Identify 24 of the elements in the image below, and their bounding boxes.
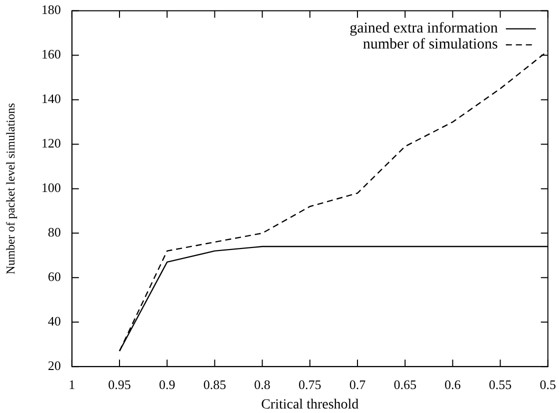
y-tick-label: 120 (41, 136, 61, 151)
x-tick-label: 0.5 (540, 376, 556, 392)
y-tick-label: 20 (48, 358, 61, 374)
x-tick-label: 0.75 (298, 376, 322, 392)
x-tick-label: 0.8 (254, 376, 270, 392)
legend-label: number of simulations (362, 36, 498, 53)
y-tick-label: 40 (48, 314, 61, 329)
legend-label: gained extra information (350, 20, 498, 37)
y-tick-label: 80 (48, 224, 61, 240)
y-tick-label: 100 (41, 180, 61, 196)
x-tick-label: 0.9 (158, 376, 176, 392)
y-tick-label: 180 (41, 2, 61, 18)
y-tick-label: 140 (41, 91, 61, 106)
y-tick-label: 60 (48, 269, 61, 284)
y-axis-title: Number of packet level simulations (3, 102, 18, 274)
x-tick-label: 0.6 (444, 376, 462, 392)
x-tick-label: 0.85 (203, 376, 226, 392)
y-tick-label: 160 (41, 46, 61, 62)
x-axis-title: Critical threshold (261, 397, 359, 412)
x-tick-label: 0.55 (488, 376, 512, 392)
x-tick-label: 0.7 (349, 376, 366, 392)
x-tick-label: 1 (68, 376, 76, 392)
x-tick-label: 0.65 (394, 376, 416, 392)
x-tick-label: 0.95 (108, 376, 131, 392)
